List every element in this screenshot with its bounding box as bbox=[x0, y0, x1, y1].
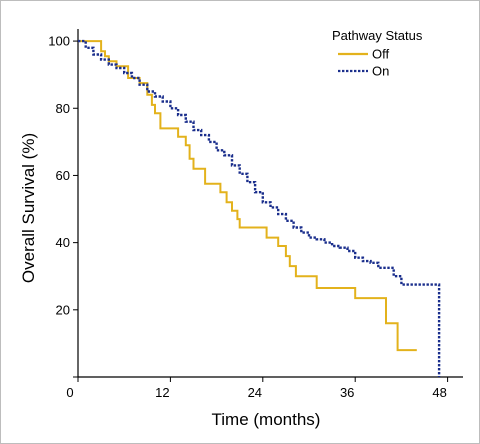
legend: Pathway Status Off On bbox=[332, 28, 423, 79]
x-tick-label: 12 bbox=[155, 385, 169, 400]
series-layer bbox=[78, 39, 441, 377]
y-tick-label: 60 bbox=[56, 168, 70, 183]
x-axis-title: Time (months) bbox=[212, 410, 321, 429]
x-tick-label: 36 bbox=[340, 385, 354, 400]
axes: 0 12 24 36 48 20 40 60 80 100 bbox=[48, 29, 463, 400]
x-tick-label: 0 bbox=[66, 385, 73, 400]
x-tick-label: 24 bbox=[248, 385, 262, 400]
legend-title: Pathway Status bbox=[332, 28, 423, 43]
legend-label-on: On bbox=[372, 64, 389, 79]
series-line-on bbox=[78, 39, 441, 377]
y-tick-label: 100 bbox=[48, 34, 70, 49]
y-tick-label: 80 bbox=[56, 101, 70, 116]
legend-label-off: Off bbox=[372, 47, 389, 62]
y-tick-label: 40 bbox=[56, 235, 70, 250]
series-line-off bbox=[78, 40, 417, 352]
x-tick-label: 48 bbox=[432, 385, 446, 400]
y-tick-label: 20 bbox=[56, 302, 70, 317]
y-axis-title: Overall Survival (%) bbox=[19, 133, 38, 283]
